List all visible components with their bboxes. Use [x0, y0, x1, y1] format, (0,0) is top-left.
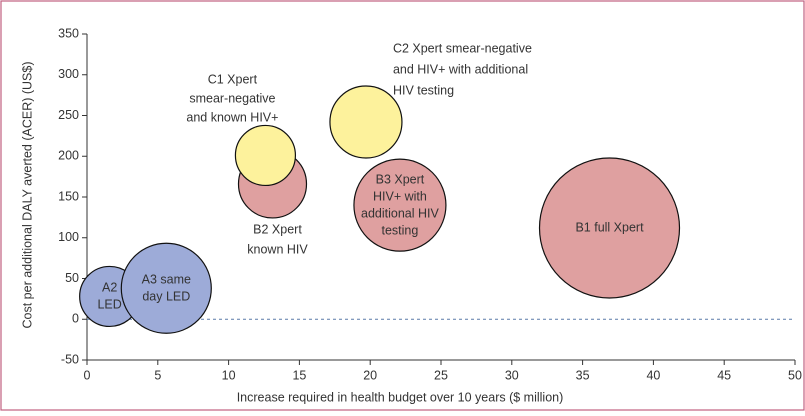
- bubble-label: A3 same: [142, 273, 191, 287]
- y-axis-label: Cost per additional DALY averted (ACER) …: [20, 61, 34, 328]
- bubble: [353, 158, 447, 252]
- y-tick-label: 50: [65, 271, 79, 285]
- y-tick-label: 250: [58, 108, 79, 122]
- bubble-label: B1 full Xpert: [575, 220, 644, 234]
- x-tick-label: 20: [363, 368, 377, 382]
- bubble: [234, 124, 297, 187]
- x-tick-label: 45: [717, 368, 731, 382]
- bubble-label: C2 Xpert smear-negative: [393, 41, 532, 55]
- x-tick-label: 35: [576, 368, 590, 382]
- x-tick-label: 25: [434, 368, 448, 382]
- x-tick-label: 5: [154, 368, 161, 382]
- bubble-label: B2 Xpert: [253, 222, 302, 236]
- bubble-label: HIV+ with: [373, 189, 427, 203]
- y-tick-label: 0: [72, 312, 79, 326]
- bubble-label: HIV testing: [393, 83, 454, 97]
- bubble-label: A2: [102, 281, 117, 295]
- y-tick-label: 300: [58, 67, 79, 81]
- x-tick-label: 30: [505, 368, 519, 382]
- y-tick-label: 350: [58, 26, 79, 40]
- bubble: [538, 157, 681, 299]
- x-tick-label: 50: [788, 368, 802, 382]
- bubble-label: and known HIV+: [186, 111, 278, 125]
- x-tick-label: 0: [84, 368, 91, 382]
- y-tick-label: -50: [61, 352, 79, 366]
- bubble-label: testing: [382, 223, 419, 237]
- bubble: [329, 85, 403, 159]
- bubble-label: B3 Xpert: [376, 172, 425, 186]
- x-tick-label: 40: [646, 368, 660, 382]
- x-tick-label: 10: [222, 368, 236, 382]
- bubble-label: additional HIV: [361, 206, 439, 220]
- x-axis-label: Increase required in health budget over …: [237, 390, 564, 404]
- bubble-label: known HIV: [247, 242, 308, 256]
- bubble-label: day LED: [142, 290, 190, 304]
- x-tick-label: 15: [292, 368, 306, 382]
- bubble: [120, 242, 212, 334]
- y-tick-label: 150: [58, 189, 79, 203]
- bubble-label: and HIV+ with additional: [393, 62, 528, 76]
- bubble-label: smear-negative: [189, 92, 275, 106]
- bubble-label: LED: [97, 298, 121, 312]
- bubble-label: C1 Xpert: [208, 73, 258, 87]
- y-tick-label: 200: [58, 149, 79, 163]
- y-tick-label: 100: [58, 230, 79, 244]
